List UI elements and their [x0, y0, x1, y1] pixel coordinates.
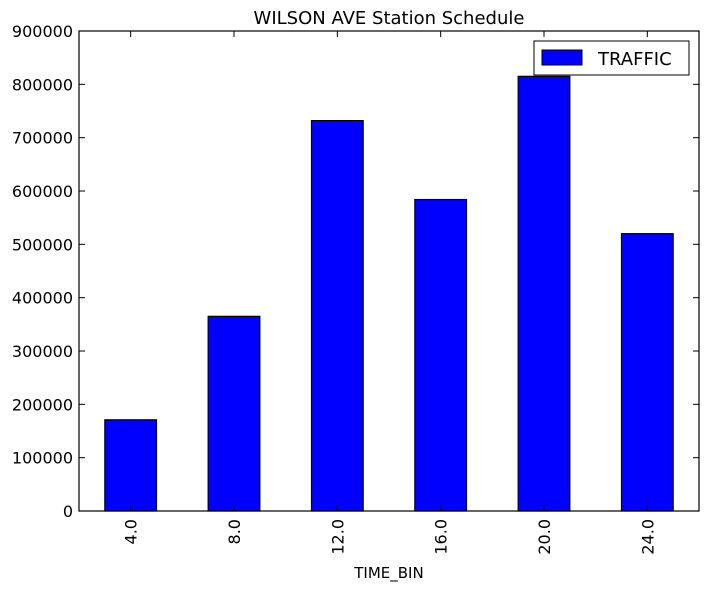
- x-tick-label: 4.0: [122, 519, 141, 544]
- y-axis: 0 100000 200000 300000 400000 500000 600000 700…: [12, 22, 699, 521]
- legend: TRAFFIC: [533, 40, 690, 76]
- x-tick-label: 20.0: [535, 519, 554, 555]
- plot-frame: [78, 30, 700, 512]
- y-tick-label: 500000: [12, 235, 73, 254]
- y-tick-label: 200000: [12, 395, 73, 414]
- bar-4.0: [104, 419, 158, 512]
- y-tick-label: 900000: [12, 22, 73, 41]
- y-tick-label: 0: [63, 502, 73, 521]
- bars-layer: [104, 75, 674, 512]
- x-axis: 4.0 8.0 12.0 16.0 20.0 24.0: [122, 31, 657, 555]
- y-tick-label: 800000: [12, 75, 73, 94]
- x-tick-label: 16.0: [432, 519, 451, 555]
- bar-12.0: [310, 119, 364, 512]
- x-tick-label: 12.0: [328, 519, 347, 555]
- x-tick-label: 24.0: [638, 519, 657, 555]
- y-tick-label: 700000: [12, 129, 73, 148]
- y-tick-label: 100000: [12, 449, 73, 468]
- legend-label: TRAFFIC: [597, 49, 672, 70]
- bar-20.0: [517, 75, 571, 512]
- y-tick-label: 600000: [12, 182, 73, 201]
- bar-16.0: [414, 198, 468, 512]
- y-tick-label: 300000: [12, 342, 73, 361]
- chart-title: WILSON AVE Station Schedule: [254, 8, 525, 29]
- bar-24.0: [620, 233, 674, 512]
- x-tick-label: 8.0: [225, 519, 244, 544]
- x-axis-label: TIME_BIN: [353, 564, 423, 583]
- y-tick-label: 400000: [12, 289, 73, 308]
- legend-swatch: [541, 49, 583, 66]
- bar-8.0: [207, 315, 261, 512]
